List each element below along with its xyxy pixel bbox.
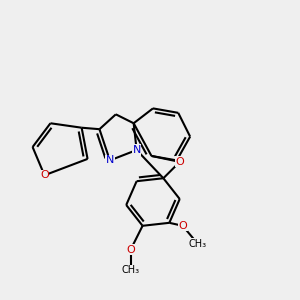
Text: O: O (175, 157, 184, 167)
Text: O: O (178, 221, 187, 231)
Text: CH₃: CH₃ (188, 238, 207, 249)
Text: O: O (40, 170, 49, 180)
Text: CH₃: CH₃ (122, 266, 140, 275)
Text: N: N (132, 145, 141, 155)
Text: N: N (106, 155, 114, 165)
Text: O: O (126, 244, 135, 255)
